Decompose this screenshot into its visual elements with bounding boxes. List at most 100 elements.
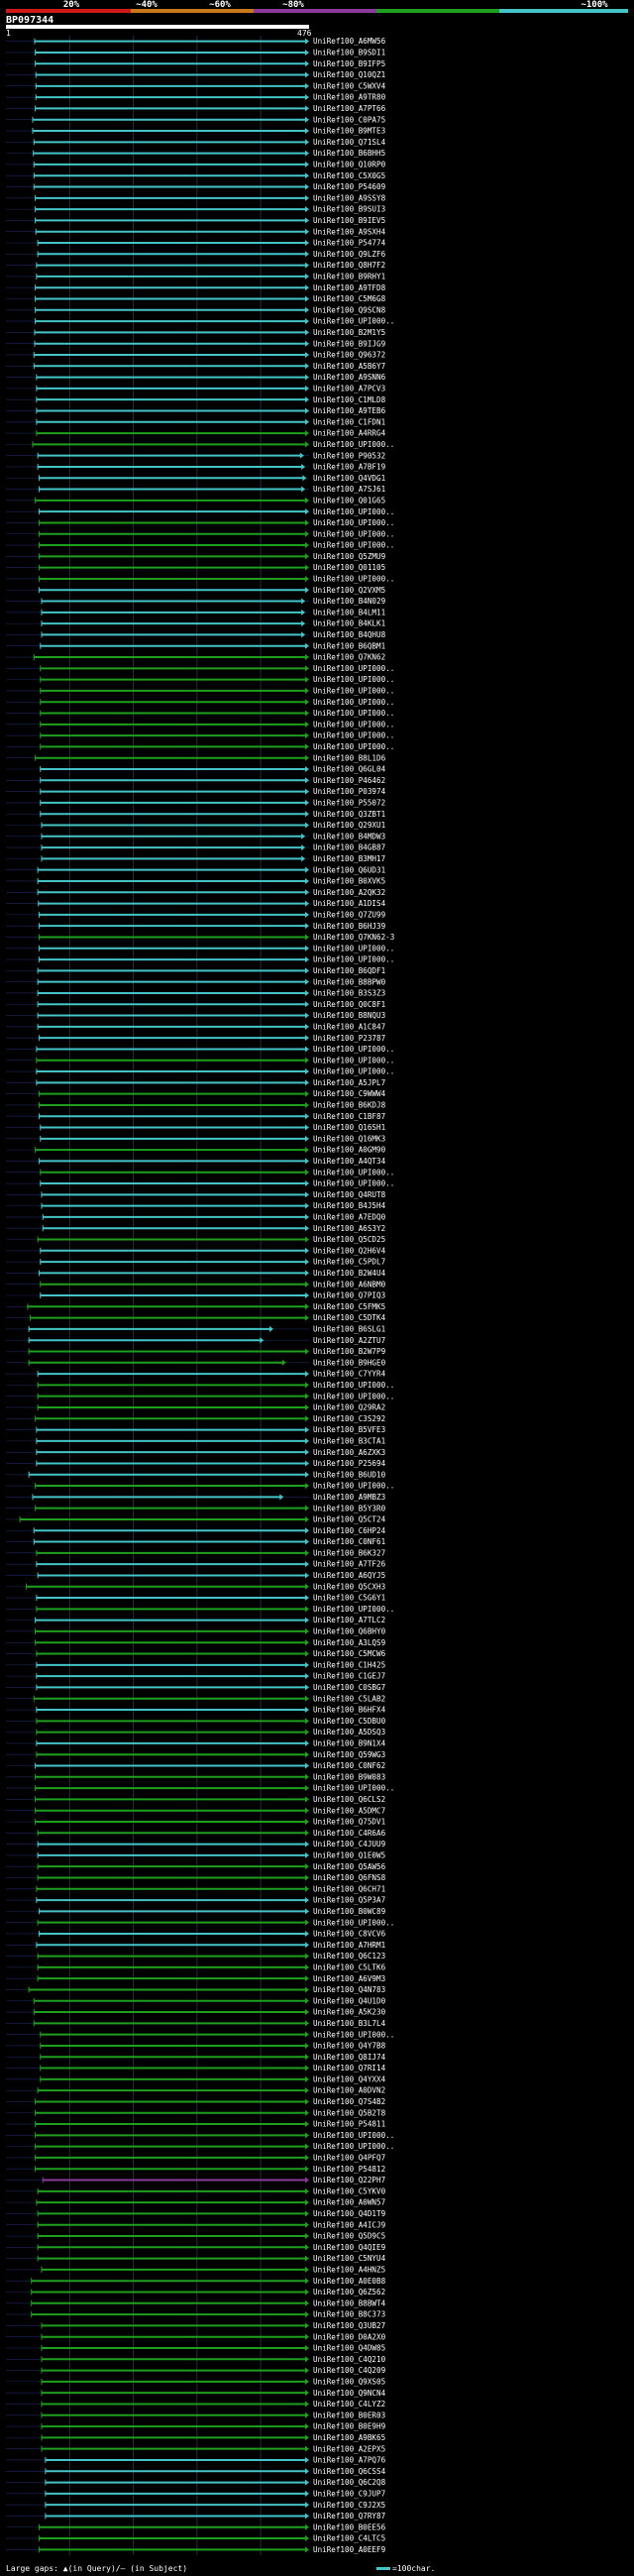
hit-arrow <box>305 2378 309 2385</box>
hit-label: UniRef100_B4N029 <box>313 597 386 606</box>
hit-label: UniRef100_B4KLK1 <box>313 619 386 628</box>
hit-arrow <box>305 1158 309 1165</box>
hit-label: UniRef100_Q16MK3 <box>313 1134 385 1143</box>
hit-label: UniRef100_UPI000.. <box>313 709 394 718</box>
hit-label: UniRef100_C5LTK6 <box>313 1962 386 1971</box>
hit-arrow <box>305 1762 309 1769</box>
hit-arrow <box>305 1225 309 1232</box>
hit-arrow <box>260 1337 264 1344</box>
hit-arrow <box>305 240 309 247</box>
hit-arrow <box>305 721 309 728</box>
hit-arrow <box>305 1639 309 1646</box>
hit-label: UniRef100_P55072 <box>313 798 385 807</box>
hit-label: UniRef100_UPI000.. <box>313 1067 394 1076</box>
hit-arrow <box>305 2411 309 2418</box>
hit-arrow <box>305 217 309 224</box>
hit-arrow <box>305 2087 309 2094</box>
hit-arrow <box>305 575 309 582</box>
hit-arrow <box>281 1359 286 1366</box>
hit-label: UniRef100_A6S3Y2 <box>313 1224 385 1233</box>
hit-label: UniRef100_C0SBG7 <box>313 1683 385 1692</box>
hit-label: UniRef100_A6QYJ5 <box>313 1571 385 1580</box>
hit-arrow <box>305 150 309 157</box>
hit-arrow <box>305 251 309 258</box>
hit-arrow <box>305 1707 309 1714</box>
hit-arrow <box>305 1437 309 1444</box>
hit-arrow <box>305 1090 309 1097</box>
hit-arrow <box>305 1483 309 1490</box>
hit-arrow <box>305 1371 309 1378</box>
query-name: BP097344 <box>6 15 54 26</box>
hit-label: UniRef100_Q4RUT8 <box>313 1190 386 1199</box>
hit-label: UniRef100_B5Y3R0 <box>313 1504 386 1512</box>
hit-arrow <box>305 1773 309 1780</box>
hit-label: UniRef100_Q5CT24 <box>313 1515 386 1524</box>
hit-label: UniRef100_C5DTK4 <box>313 1313 386 1322</box>
hit-arrow <box>301 844 306 851</box>
hit-arrow <box>305 1997 309 2004</box>
hit-label: UniRef100_B0XVK5 <box>313 877 385 886</box>
hit-arrow <box>305 2266 309 2273</box>
hit-label: UniRef100_UPI000.. <box>313 687 394 696</box>
hit-arrow <box>305 1292 309 1298</box>
hit-label: UniRef100_UPI000.. <box>313 731 394 740</box>
hit-label: UniRef100_P03974 <box>313 787 386 796</box>
hit-label: UniRef100_B9SDI1 <box>313 49 386 57</box>
hit-label: UniRef100_UPI000.. <box>313 1179 394 1188</box>
hit-label: UniRef100_A4HNZ5 <box>313 2266 385 2275</box>
hit-label: UniRef100_C5YKV0 <box>313 2186 386 2195</box>
hit-label: UniRef100_C5PDL7 <box>313 1258 385 1267</box>
hit-label: UniRef100_P54812 <box>313 2165 385 2174</box>
hit-label: UniRef100_A7TF26 <box>313 1560 386 1569</box>
hit-label: UniRef100_A0WN57 <box>313 2198 385 2207</box>
hit-arrow <box>305 2311 309 2318</box>
hit-arrow <box>305 1807 309 1814</box>
hit-label: UniRef100_A6ZXK3 <box>313 1448 385 1457</box>
hit-arrow <box>305 497 309 504</box>
hit-label: UniRef100_Q5P3A7 <box>313 1896 385 1905</box>
hit-label: UniRef100_C9WWW4 <box>313 1089 386 1098</box>
hit-label: UniRef100_C3S292 <box>313 1414 385 1423</box>
hit-arrow <box>305 989 309 996</box>
hit-label: UniRef100_A6MW56 <box>313 37 386 46</box>
hit-label: UniRef100_C1MLD8 <box>313 395 386 404</box>
hit-arrow <box>301 631 306 638</box>
identity-colorbar-100 <box>499 9 628 13</box>
hit-label: UniRef100_B6UD10 <box>313 1470 386 1479</box>
hit-arrow <box>305 1561 309 1568</box>
hit-label: UniRef100_A3LQS9 <box>313 1638 386 1647</box>
hit-label: UniRef100_C5M6G8 <box>313 294 386 303</box>
hit-label: UniRef100_Q6C123 <box>313 1952 385 1960</box>
hit-label: UniRef100_Q22PH7 <box>313 2176 385 2184</box>
hit-label: UniRef100_C5NYU4 <box>313 2254 386 2263</box>
hit-label: UniRef100_Q75DV1 <box>313 1818 386 1827</box>
hit-arrow <box>305 811 309 818</box>
hit-label: UniRef100_UPI000.. <box>313 1381 394 1390</box>
hit-arrow <box>305 1057 309 1064</box>
hit-arrow <box>305 1403 309 1410</box>
hit-label: UniRef100_A7HRM1 <box>313 1941 386 1950</box>
hit-arrow <box>305 1963 309 1970</box>
hit-arrow <box>305 1101 309 1108</box>
hit-label: UniRef100_Q9LZF6 <box>313 250 386 259</box>
hit-arrow <box>305 49 309 56</box>
hit-arrow <box>305 1449 309 1456</box>
hit-label: UniRef100_C7YYR4 <box>313 1370 386 1379</box>
hit-label: UniRef100_P25694 <box>313 1459 386 1468</box>
hit-arrow <box>305 530 309 537</box>
hit-arrow <box>305 1023 309 1030</box>
hit-label: UniRef100_C4JUU9 <box>313 1840 386 1848</box>
hit-arrow <box>279 1494 284 1501</box>
hit-arrow <box>305 2054 309 2061</box>
hit-arrow <box>305 889 309 896</box>
hit-arrow <box>305 1202 309 1209</box>
hit-label: UniRef100_A0E0B8 <box>313 2277 386 2286</box>
hit-label: UniRef100_UPI000.. <box>313 440 394 449</box>
hit-label: UniRef100_Q7KN62 <box>313 653 385 662</box>
hit-label: UniRef100_B3MH17 <box>313 854 385 863</box>
hit-label: UniRef100_B9SUI3 <box>313 205 385 214</box>
hit-label: UniRef100_C9J2X5 <box>313 2501 385 2510</box>
hit-arrow <box>305 161 309 168</box>
hit-arrow <box>305 967 309 974</box>
hit-label: UniRef100_Q9NCN4 <box>313 2389 386 2398</box>
